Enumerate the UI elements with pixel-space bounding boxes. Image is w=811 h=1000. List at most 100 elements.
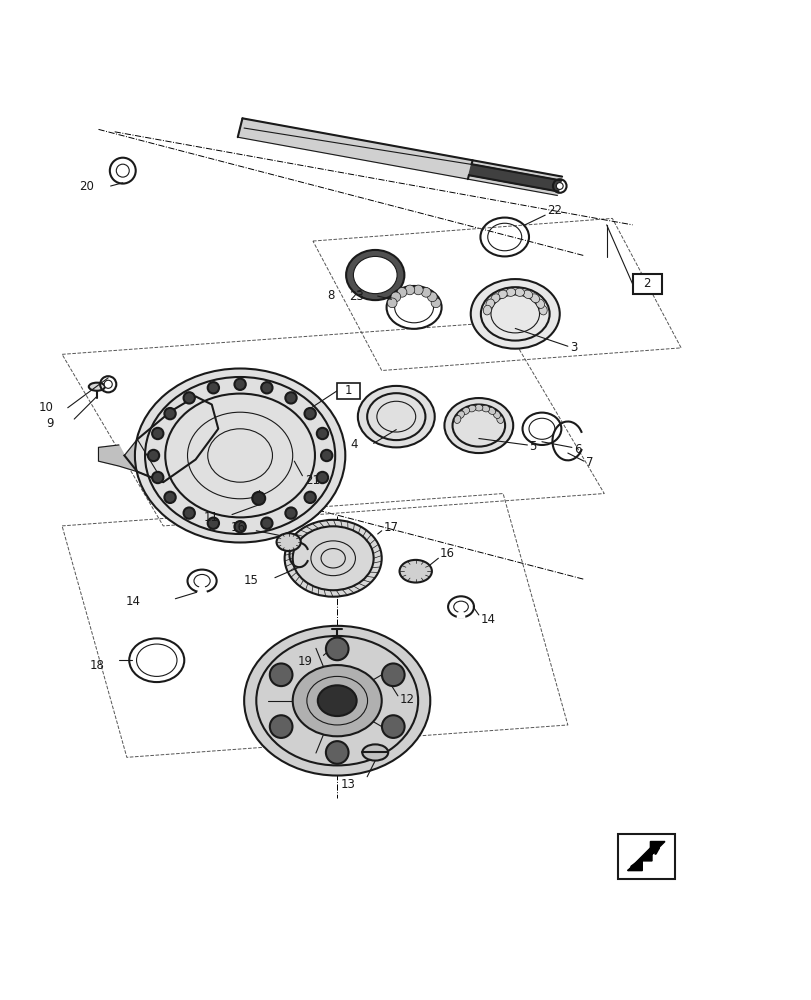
Text: 20: 20 (79, 180, 94, 193)
Ellipse shape (244, 626, 430, 776)
Text: 15: 15 (243, 574, 259, 587)
Text: 11: 11 (203, 511, 218, 524)
Circle shape (397, 287, 406, 297)
Circle shape (381, 663, 404, 686)
Ellipse shape (467, 405, 475, 412)
Circle shape (431, 298, 440, 308)
Ellipse shape (461, 407, 469, 414)
Circle shape (325, 638, 348, 660)
Ellipse shape (277, 533, 300, 551)
Ellipse shape (514, 288, 524, 296)
Text: 18: 18 (90, 659, 105, 672)
Circle shape (381, 715, 404, 738)
Circle shape (152, 472, 163, 483)
Circle shape (261, 518, 272, 529)
Text: 4: 4 (350, 438, 357, 451)
Circle shape (387, 298, 397, 308)
Circle shape (316, 428, 328, 439)
Circle shape (320, 450, 332, 461)
Text: 19: 19 (298, 655, 312, 668)
Circle shape (208, 518, 219, 529)
Polygon shape (238, 118, 561, 195)
Ellipse shape (497, 290, 507, 299)
Ellipse shape (496, 416, 503, 423)
Bar (632, 274, 661, 294)
Text: 22: 22 (547, 204, 562, 217)
Polygon shape (627, 846, 651, 871)
Ellipse shape (362, 744, 388, 761)
Text: 21: 21 (304, 474, 320, 487)
Text: 2: 2 (642, 277, 650, 290)
Circle shape (269, 715, 292, 738)
Circle shape (285, 507, 296, 519)
Ellipse shape (487, 407, 495, 414)
Ellipse shape (453, 416, 461, 423)
Bar (617, 834, 674, 879)
Circle shape (183, 507, 195, 519)
Ellipse shape (285, 520, 381, 597)
Circle shape (164, 492, 175, 503)
Ellipse shape (522, 290, 532, 299)
Text: 12: 12 (399, 693, 414, 706)
Ellipse shape (530, 294, 539, 303)
Circle shape (234, 379, 246, 390)
Bar (337, 383, 359, 399)
Text: 17: 17 (383, 521, 398, 534)
Text: 8: 8 (327, 289, 334, 302)
Ellipse shape (491, 294, 500, 303)
Ellipse shape (457, 411, 464, 418)
Circle shape (304, 408, 315, 419)
Wedge shape (457, 607, 465, 618)
Circle shape (208, 382, 219, 393)
Polygon shape (627, 841, 664, 871)
Ellipse shape (470, 279, 559, 349)
Circle shape (164, 408, 175, 419)
Ellipse shape (539, 305, 547, 315)
Circle shape (316, 472, 328, 483)
Ellipse shape (135, 369, 345, 542)
Circle shape (556, 183, 563, 189)
Text: 16: 16 (440, 547, 454, 560)
Polygon shape (124, 396, 218, 482)
Circle shape (148, 450, 159, 461)
Text: 13: 13 (341, 778, 355, 791)
Text: 7: 7 (586, 456, 593, 469)
Ellipse shape (483, 305, 491, 315)
Circle shape (104, 380, 112, 388)
Ellipse shape (399, 560, 431, 583)
Ellipse shape (88, 383, 105, 391)
Polygon shape (468, 164, 560, 192)
Circle shape (391, 292, 400, 302)
Wedge shape (197, 581, 207, 595)
Ellipse shape (492, 411, 500, 418)
Text: 23: 23 (349, 290, 363, 303)
Text: 3: 3 (569, 341, 577, 354)
Circle shape (261, 382, 272, 393)
Circle shape (269, 663, 292, 686)
Circle shape (285, 392, 296, 404)
Circle shape (405, 285, 414, 295)
Ellipse shape (345, 250, 404, 300)
Ellipse shape (535, 299, 544, 308)
Ellipse shape (444, 398, 513, 453)
Text: 16: 16 (230, 521, 246, 534)
Text: 14: 14 (126, 595, 140, 608)
Text: 6: 6 (573, 443, 581, 456)
Polygon shape (98, 439, 163, 482)
Ellipse shape (485, 299, 494, 308)
Text: 10: 10 (39, 401, 54, 414)
Ellipse shape (474, 405, 483, 411)
Circle shape (234, 521, 246, 532)
Text: 14: 14 (480, 613, 495, 626)
Circle shape (413, 285, 423, 295)
Ellipse shape (317, 685, 356, 716)
Ellipse shape (481, 405, 489, 412)
Circle shape (152, 428, 163, 439)
Text: 5: 5 (528, 440, 536, 453)
Text: 1: 1 (345, 384, 352, 397)
Text: 9: 9 (46, 417, 54, 430)
Ellipse shape (358, 386, 434, 447)
Circle shape (304, 492, 315, 503)
Ellipse shape (292, 665, 381, 736)
Ellipse shape (505, 288, 515, 296)
